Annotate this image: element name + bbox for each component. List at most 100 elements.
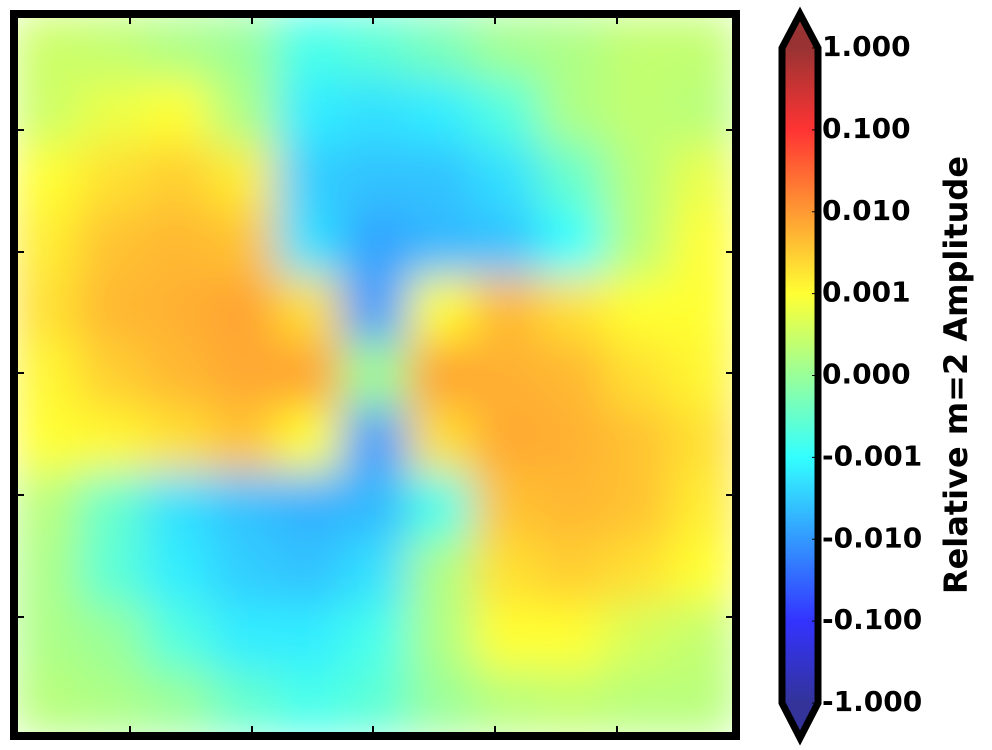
contour-cell xyxy=(144,144,212,212)
contour-cell xyxy=(210,210,278,278)
contour-cell xyxy=(14,407,81,474)
contour-cell xyxy=(407,669,474,736)
contour-cell xyxy=(407,407,474,474)
contour-cell xyxy=(79,14,146,81)
contour-cell xyxy=(604,407,671,474)
contour-cell xyxy=(341,669,409,736)
colorbar-tick-label: 0.010 xyxy=(822,194,911,227)
contour-cell xyxy=(538,669,606,736)
contour-cell xyxy=(341,341,409,409)
contour-cell xyxy=(604,538,671,606)
contour-cell xyxy=(669,210,736,278)
contour-cell xyxy=(79,669,146,736)
colorbar: -1.000 -0.100 -0.010 -0.001 0.000 0.001 0.010 0… xyxy=(778,6,922,746)
contour-cell xyxy=(604,14,671,81)
contour-cell xyxy=(669,79,736,146)
contour-cell xyxy=(144,538,212,606)
contour-cell xyxy=(669,341,736,409)
contour-cell xyxy=(604,669,671,736)
contour-cell xyxy=(669,407,736,474)
contour-cell xyxy=(538,276,606,343)
contour-cell xyxy=(604,341,671,409)
contour-cell xyxy=(210,538,278,606)
contour-cell xyxy=(669,276,736,343)
contour-cell xyxy=(341,144,409,212)
colorbar-tick-label: 0.000 xyxy=(822,358,911,391)
contour-cell xyxy=(79,144,146,212)
contour-cell xyxy=(407,79,474,146)
contour-cell xyxy=(472,538,540,606)
contour-cell xyxy=(341,14,409,81)
contour-cell xyxy=(341,79,409,146)
contour-cell xyxy=(604,472,671,540)
contour-cell xyxy=(14,14,81,81)
contour-cell xyxy=(14,538,81,606)
contour-cell xyxy=(538,210,606,278)
contour-cell xyxy=(79,341,146,409)
contour-cell xyxy=(341,604,409,671)
contour-cell xyxy=(538,407,606,474)
contour-cell xyxy=(341,210,409,278)
contour-cell xyxy=(276,407,343,474)
contour-cell xyxy=(538,472,606,540)
contour-cell xyxy=(341,472,409,540)
colorbar-tick-label: 0.100 xyxy=(822,112,911,145)
plot-frame xyxy=(10,10,740,740)
contour-cell xyxy=(210,669,278,736)
contour-cell xyxy=(407,341,474,409)
contour-cell xyxy=(669,472,736,540)
contour-cell xyxy=(144,14,212,81)
contour-cell xyxy=(669,538,736,606)
contour-cell xyxy=(144,79,212,146)
contour-cell xyxy=(79,538,146,606)
contour-field xyxy=(14,14,736,736)
contour-cell xyxy=(276,210,343,278)
colorbar-label: Relative m=2 Amplitude xyxy=(937,156,975,594)
contour-cell xyxy=(276,341,343,409)
contour-cell xyxy=(79,210,146,278)
contour-cell xyxy=(472,14,540,81)
contour-cell xyxy=(669,669,736,736)
contour-cell xyxy=(341,538,409,606)
colorbar-tick-label: -0.010 xyxy=(822,521,922,554)
contour-cell xyxy=(538,14,606,81)
plot-area xyxy=(14,14,736,736)
contour-cell xyxy=(407,276,474,343)
contour-cell xyxy=(538,604,606,671)
contour-cell xyxy=(407,14,474,81)
contour-cell xyxy=(210,604,278,671)
contour-cell xyxy=(341,276,409,343)
contour-cell xyxy=(276,79,343,146)
contour-cell xyxy=(669,604,736,671)
contour-cell xyxy=(210,79,278,146)
contour-cell xyxy=(210,14,278,81)
contour-cell xyxy=(472,669,540,736)
colorbar-tick-label: -0.001 xyxy=(822,439,922,472)
contour-cell xyxy=(14,604,81,671)
colorbar-tick-label: -1.000 xyxy=(822,685,922,718)
contour-cell xyxy=(14,669,81,736)
contour-cell xyxy=(14,144,81,212)
contour-cell xyxy=(210,472,278,540)
contour-cell xyxy=(472,276,540,343)
colorbar-tick-label: 1.000 xyxy=(822,30,911,63)
contour-cell xyxy=(79,604,146,671)
contour-cell xyxy=(79,472,146,540)
contour-cell xyxy=(14,276,81,343)
contour-cell xyxy=(538,79,606,146)
contour-cell xyxy=(276,276,343,343)
contour-cell xyxy=(144,276,212,343)
contour-cell xyxy=(144,604,212,671)
contour-cell xyxy=(14,341,81,409)
contour-cell xyxy=(472,407,540,474)
contour-cell xyxy=(276,538,343,606)
contour-cell xyxy=(276,472,343,540)
contour-cell xyxy=(407,604,474,671)
contour-cell xyxy=(604,276,671,343)
contour-cell xyxy=(472,604,540,671)
contour-cell xyxy=(14,79,81,146)
contour-cell xyxy=(341,407,409,474)
contour-cell xyxy=(604,210,671,278)
contour-cell xyxy=(604,79,671,146)
